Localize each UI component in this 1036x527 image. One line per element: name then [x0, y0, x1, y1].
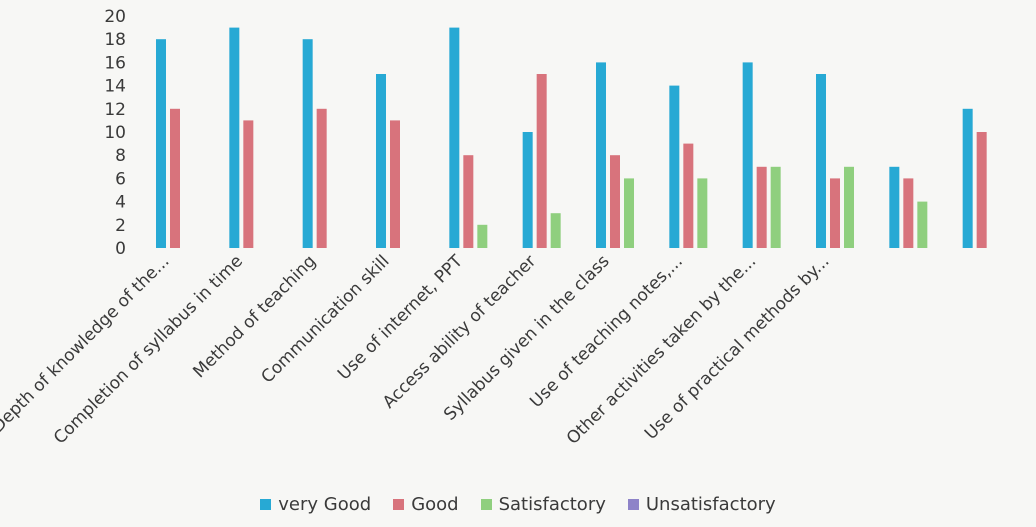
x-tick-label: Communication skill [258, 251, 394, 387]
bar [697, 178, 708, 248]
legend-swatch [260, 499, 272, 510]
legend-item: Unsatisfactory [627, 494, 776, 515]
bar [683, 143, 694, 248]
bar [449, 27, 460, 248]
bar [596, 62, 606, 249]
bar [170, 108, 180, 248]
bar [316, 108, 327, 248]
legend-item: Good [393, 494, 459, 515]
legend-label: Good [411, 494, 459, 515]
legend-item: Satisfactory [480, 494, 606, 515]
bar [522, 132, 533, 248]
y-tick-label: 8 [115, 146, 126, 166]
bar [536, 74, 547, 248]
legend-swatch [393, 499, 405, 510]
legend-swatch [627, 499, 639, 510]
bar [550, 213, 561, 248]
bar [903, 178, 914, 248]
bar [770, 166, 781, 248]
y-tick-label: 10 [104, 123, 126, 143]
y-tick-label: 18 [104, 30, 126, 50]
bar [376, 74, 386, 248]
y-tick-label: 12 [104, 100, 126, 120]
legend-label: very Good [278, 494, 372, 515]
y-tick-label: 16 [104, 53, 126, 73]
legend-swatch [480, 499, 492, 510]
y-tick-label: 14 [104, 77, 126, 97]
bar [463, 155, 474, 248]
bar [889, 166, 900, 248]
bar [302, 39, 313, 249]
chart-legend: very Good Good Satisfactory Unsatisfactory [0, 494, 1036, 515]
y-tick-label: 6 [115, 169, 126, 189]
x-tick-label: Access ability of teacher [379, 251, 540, 412]
bar [477, 224, 488, 248]
bar [844, 166, 854, 248]
bar [756, 166, 767, 248]
legend-label: Unsatisfactory [645, 494, 776, 515]
bar [156, 39, 166, 249]
y-tick-label: 2 [115, 216, 126, 236]
legend-label: Satisfactory [498, 494, 606, 515]
bar [229, 27, 240, 248]
bar [976, 132, 987, 248]
legend-item: very Good [260, 494, 371, 515]
y-tick-label: 20 [104, 7, 126, 27]
bar [390, 120, 400, 248]
bar [243, 120, 254, 248]
x-tick-label: Use of teaching notes,... [526, 251, 687, 412]
bar [610, 155, 620, 248]
bar [742, 62, 753, 249]
bar [669, 85, 680, 248]
x-tick-label: Method of teaching [189, 251, 320, 382]
x-tick-label: Use of internet, PPT [334, 251, 467, 384]
bar [816, 74, 826, 248]
bar [917, 201, 928, 248]
y-tick-label: 0 [115, 239, 126, 259]
bar [830, 178, 840, 248]
bar [962, 108, 973, 248]
bar [624, 178, 634, 248]
y-tick-label: 4 [115, 193, 126, 213]
